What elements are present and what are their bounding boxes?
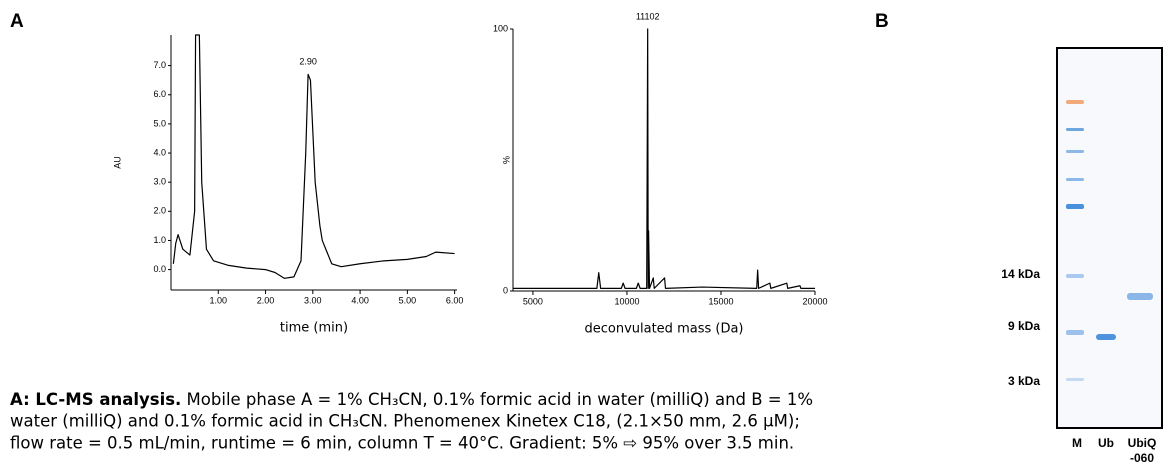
x-axis-label: time (min) <box>280 321 348 336</box>
caption-text: Mobile phase A = 1% CH₃CN, 0.1% formic a… <box>181 390 813 409</box>
annotation: 11102 <box>636 11 660 21</box>
x-tick-label: 1.00 <box>210 295 228 305</box>
panel-label: B <box>875 11 889 32</box>
caption-line: A: LC-MS analysis. Mobile phase A = 1% C… <box>10 390 813 409</box>
x-tick-label: 4.00 <box>351 295 369 305</box>
y-tick-label: 3.0 <box>153 177 166 187</box>
band <box>1127 293 1153 300</box>
y-axis-label: % <box>501 156 511 164</box>
y-tick-label: 100 <box>493 23 508 33</box>
lane-label: Ub <box>1098 436 1114 450</box>
y-tick-label: 2.0 <box>153 206 166 216</box>
gel-bands <box>1066 100 1153 381</box>
x-axis-label: deconvulated mass (Da) <box>584 322 743 337</box>
lane-label: UbiQ <box>1128 436 1157 450</box>
annotation: 2.90 <box>299 57 317 67</box>
y-tick-label: 7.0 <box>153 60 166 70</box>
band <box>1066 378 1084 381</box>
band <box>1096 334 1116 340</box>
panel-label: A <box>10 11 24 32</box>
x-tick-label: 10000 <box>614 296 639 306</box>
x-tick-label: 5.00 <box>399 295 417 305</box>
y-tick-label: 5.0 <box>153 118 166 128</box>
band <box>1066 100 1084 104</box>
lane-label: M <box>1072 436 1082 450</box>
x-tick-label: 15000 <box>708 296 733 306</box>
x-tick-label: 5000 <box>523 296 543 306</box>
caption-line: flow rate = 0.5 mL/min, runtime = 6 min,… <box>10 434 794 453</box>
y-tick-label: 0 <box>503 285 508 295</box>
x-tick-label: 2.00 <box>257 295 275 305</box>
gel <box>1056 47 1163 429</box>
x-tick-label: 20000 <box>802 296 827 306</box>
data-line <box>172 34 455 279</box>
caption-label: A: LC-MS analysis. <box>10 390 181 409</box>
data-line <box>513 28 815 289</box>
band <box>1066 128 1084 131</box>
y-tick-label: 6.0 <box>153 89 166 99</box>
marker-label: 9 kDa <box>1008 319 1040 333</box>
x-tick-label: 6.00 <box>446 295 464 305</box>
band <box>1066 204 1084 209</box>
y-tick-label: 1.0 <box>153 235 166 245</box>
marker-label: 3 kDa <box>1008 374 1040 388</box>
y-axis-label: AU <box>112 156 122 169</box>
caption-line: water (milliQ) and 0.1% formic acid in C… <box>10 412 800 431</box>
y-tick-label: 4.0 <box>153 147 166 157</box>
y-tick-label: 0.0 <box>153 264 166 274</box>
x-tick-label: 3.00 <box>304 295 322 305</box>
band <box>1066 178 1084 181</box>
band <box>1066 274 1084 278</box>
lane-label: -060 <box>1130 451 1154 465</box>
marker-label: 14 kDa <box>1001 267 1040 281</box>
band <box>1066 330 1084 335</box>
band <box>1066 150 1084 153</box>
